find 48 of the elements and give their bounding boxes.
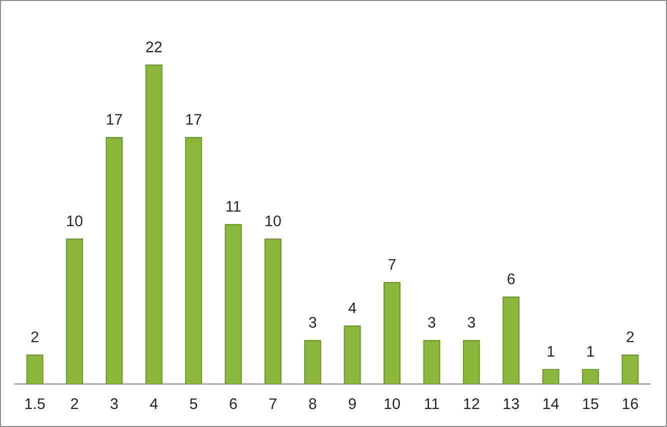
data-label: 1: [548, 346, 554, 357]
x-tick-label: 3: [110, 398, 118, 410]
bar: [384, 282, 401, 384]
bar: [145, 64, 162, 384]
bar: [304, 340, 322, 384]
bar: [502, 296, 520, 384]
x-tick-label: 14: [543, 398, 559, 409]
bar: [344, 325, 361, 384]
x-tick-label: 10: [384, 398, 400, 410]
bar: [264, 238, 282, 384]
x-tick-label: 5: [190, 398, 198, 410]
data-label: 7: [388, 259, 396, 270]
x-tick-label: 11: [424, 398, 439, 409]
data-label: 17: [186, 114, 202, 125]
x-tick-label: 16: [622, 398, 638, 410]
x-tick-label: 4: [150, 398, 158, 409]
bar: [542, 368, 560, 384]
data-label: 1: [587, 346, 594, 357]
x-tick-label: 7: [270, 398, 276, 409]
bar: [224, 224, 242, 384]
bar: [106, 137, 123, 384]
data-label: 2: [31, 331, 38, 342]
data-label: 17: [106, 114, 122, 125]
bar: [622, 354, 639, 384]
data-label: 2: [626, 331, 634, 342]
data-label: 3: [308, 316, 316, 328]
x-tick-label: 15: [583, 398, 598, 410]
data-label: 3: [468, 316, 475, 328]
x-tick-label: 6: [230, 398, 237, 410]
bar: [66, 238, 84, 384]
x-tick-label: 1.5: [25, 398, 45, 410]
data-label: 11: [226, 201, 240, 212]
data-label: 22: [146, 42, 162, 52]
x-tick-label: 8: [309, 398, 316, 410]
data-label: 10: [266, 215, 281, 226]
bar: [185, 137, 202, 384]
bar: [582, 368, 599, 384]
x-tick-label: 13: [504, 398, 519, 410]
data-label: 10: [67, 215, 82, 226]
bar: [26, 354, 44, 384]
bar: [423, 340, 440, 384]
bar: [462, 340, 480, 384]
x-tick-label: 12: [464, 398, 480, 409]
data-label: 6: [508, 273, 515, 284]
data-label: 3: [428, 316, 436, 328]
x-tick-label: 9: [348, 398, 356, 410]
data-label: 4: [348, 302, 356, 314]
x-tick-label: 2: [71, 398, 78, 409]
